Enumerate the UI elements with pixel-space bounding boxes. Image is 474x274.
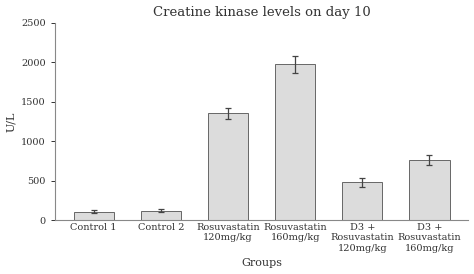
Bar: [208, 113, 248, 220]
Bar: [275, 64, 315, 220]
X-axis label: Groups: Groups: [241, 258, 282, 269]
Y-axis label: U/L: U/L: [6, 111, 16, 132]
Bar: [342, 182, 383, 220]
Title: Creatine kinase levels on day 10: Creatine kinase levels on day 10: [153, 5, 371, 19]
Bar: [410, 160, 450, 220]
Bar: [141, 211, 181, 220]
Bar: [73, 212, 114, 220]
